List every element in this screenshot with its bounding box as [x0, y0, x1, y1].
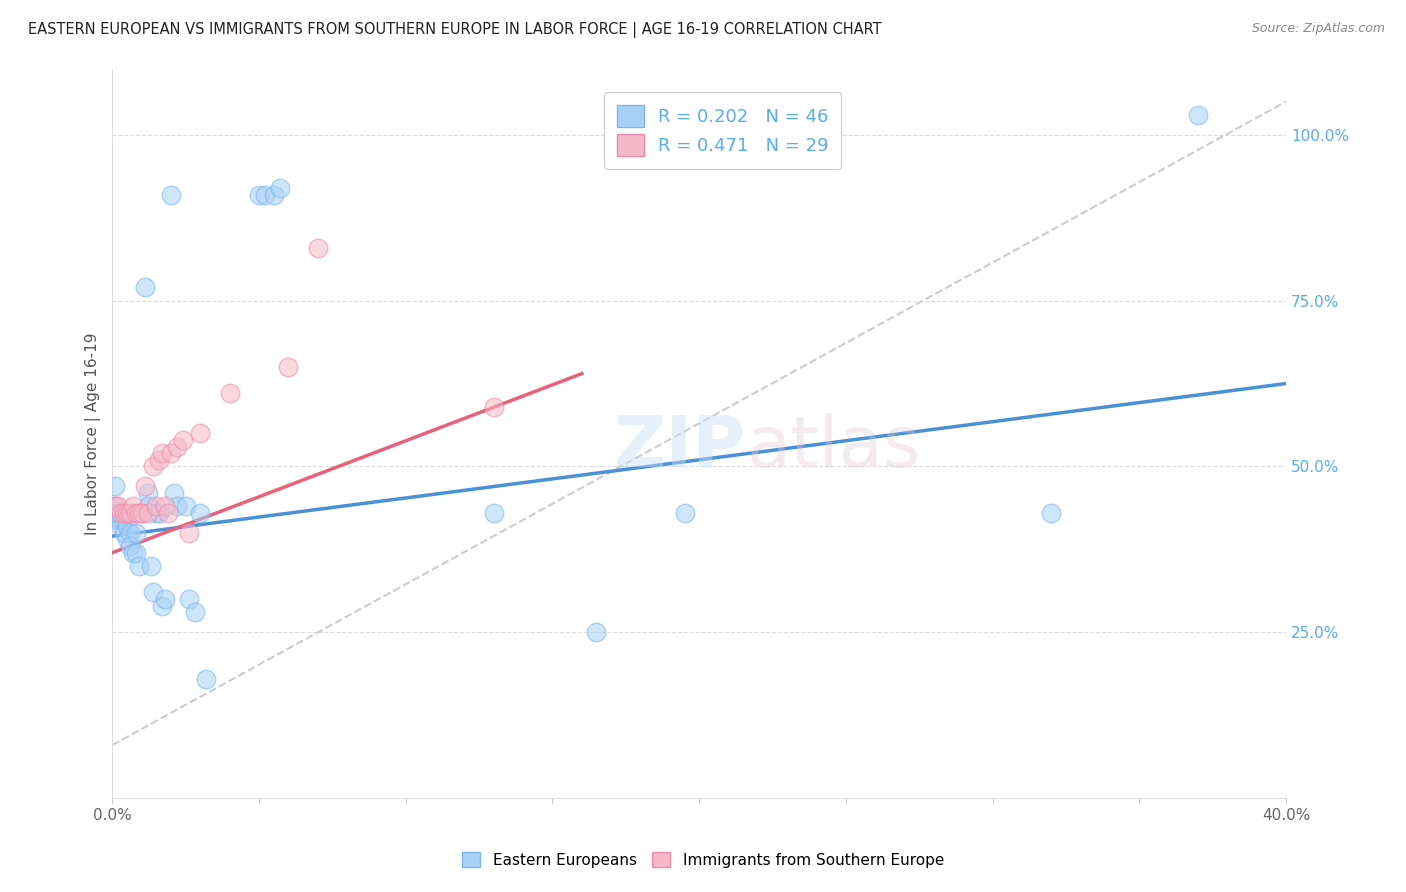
- Point: [253, 187, 276, 202]
- Point: [128, 506, 150, 520]
- Text: Source: ZipAtlas.com: Source: ZipAtlas.com: [1251, 22, 1385, 36]
- Point: [115, 519, 138, 533]
- Point: [107, 506, 129, 520]
- Point: [107, 500, 129, 514]
- Point: [177, 592, 200, 607]
- Point: [145, 500, 167, 514]
- Point: [128, 558, 150, 573]
- Point: [150, 599, 173, 613]
- Text: EASTERN EUROPEAN VS IMMIGRANTS FROM SOUTHERN EUROPE IN LABOR FORCE | AGE 16-19 C: EASTERN EUROPEAN VS IMMIGRANTS FROM SOUT…: [28, 22, 882, 38]
- Point: [125, 525, 148, 540]
- Point: [190, 426, 212, 441]
- Point: [134, 479, 156, 493]
- Point: [139, 558, 162, 573]
- Point: [118, 539, 141, 553]
- Point: [112, 506, 135, 520]
- Point: [104, 500, 127, 514]
- Point: [585, 625, 607, 640]
- Point: [174, 500, 197, 514]
- Point: [112, 525, 135, 540]
- Text: atlas: atlas: [747, 413, 921, 483]
- Point: [131, 506, 153, 520]
- Point: [112, 512, 135, 526]
- Point: [122, 500, 145, 514]
- Point: [104, 500, 127, 514]
- Point: [125, 546, 148, 560]
- Point: [1040, 506, 1063, 520]
- Point: [172, 433, 194, 447]
- Point: [263, 187, 285, 202]
- Point: [142, 459, 165, 474]
- Point: [115, 533, 138, 547]
- Y-axis label: In Labor Force | Age 16-19: In Labor Force | Age 16-19: [86, 332, 101, 534]
- Point: [673, 506, 696, 520]
- Point: [1187, 108, 1209, 122]
- Point: [166, 500, 188, 514]
- Point: [148, 452, 170, 467]
- Point: [142, 585, 165, 599]
- Point: [190, 506, 212, 520]
- Point: [134, 280, 156, 294]
- Point: [183, 606, 205, 620]
- Point: [307, 241, 329, 255]
- Point: [155, 500, 177, 514]
- Point: [125, 506, 148, 520]
- Point: [104, 479, 127, 493]
- Legend: R = 0.202   N = 46, R = 0.471   N = 29: R = 0.202 N = 46, R = 0.471 N = 29: [605, 92, 841, 169]
- Point: [482, 400, 505, 414]
- Point: [150, 446, 173, 460]
- Point: [107, 512, 129, 526]
- Point: [131, 506, 153, 520]
- Point: [115, 506, 138, 520]
- Point: [136, 500, 159, 514]
- Point: [136, 486, 159, 500]
- Text: ZIP: ZIP: [614, 413, 747, 483]
- Point: [247, 187, 270, 202]
- Point: [269, 181, 291, 195]
- Point: [218, 386, 240, 401]
- Point: [118, 525, 141, 540]
- Point: [157, 506, 180, 520]
- Point: [122, 546, 145, 560]
- Point: [163, 486, 186, 500]
- Point: [482, 506, 505, 520]
- Point: [177, 525, 200, 540]
- Point: [118, 506, 141, 520]
- Point: [195, 672, 218, 686]
- Point: [110, 506, 132, 520]
- Point: [155, 592, 177, 607]
- Point: [148, 506, 170, 520]
- Point: [160, 446, 183, 460]
- Point: [166, 440, 188, 454]
- Point: [136, 506, 159, 520]
- Point: [160, 187, 183, 202]
- Point: [277, 359, 299, 374]
- Point: [110, 512, 132, 526]
- Legend: Eastern Europeans, Immigrants from Southern Europe: Eastern Europeans, Immigrants from South…: [454, 844, 952, 875]
- Point: [145, 506, 167, 520]
- Point: [110, 519, 132, 533]
